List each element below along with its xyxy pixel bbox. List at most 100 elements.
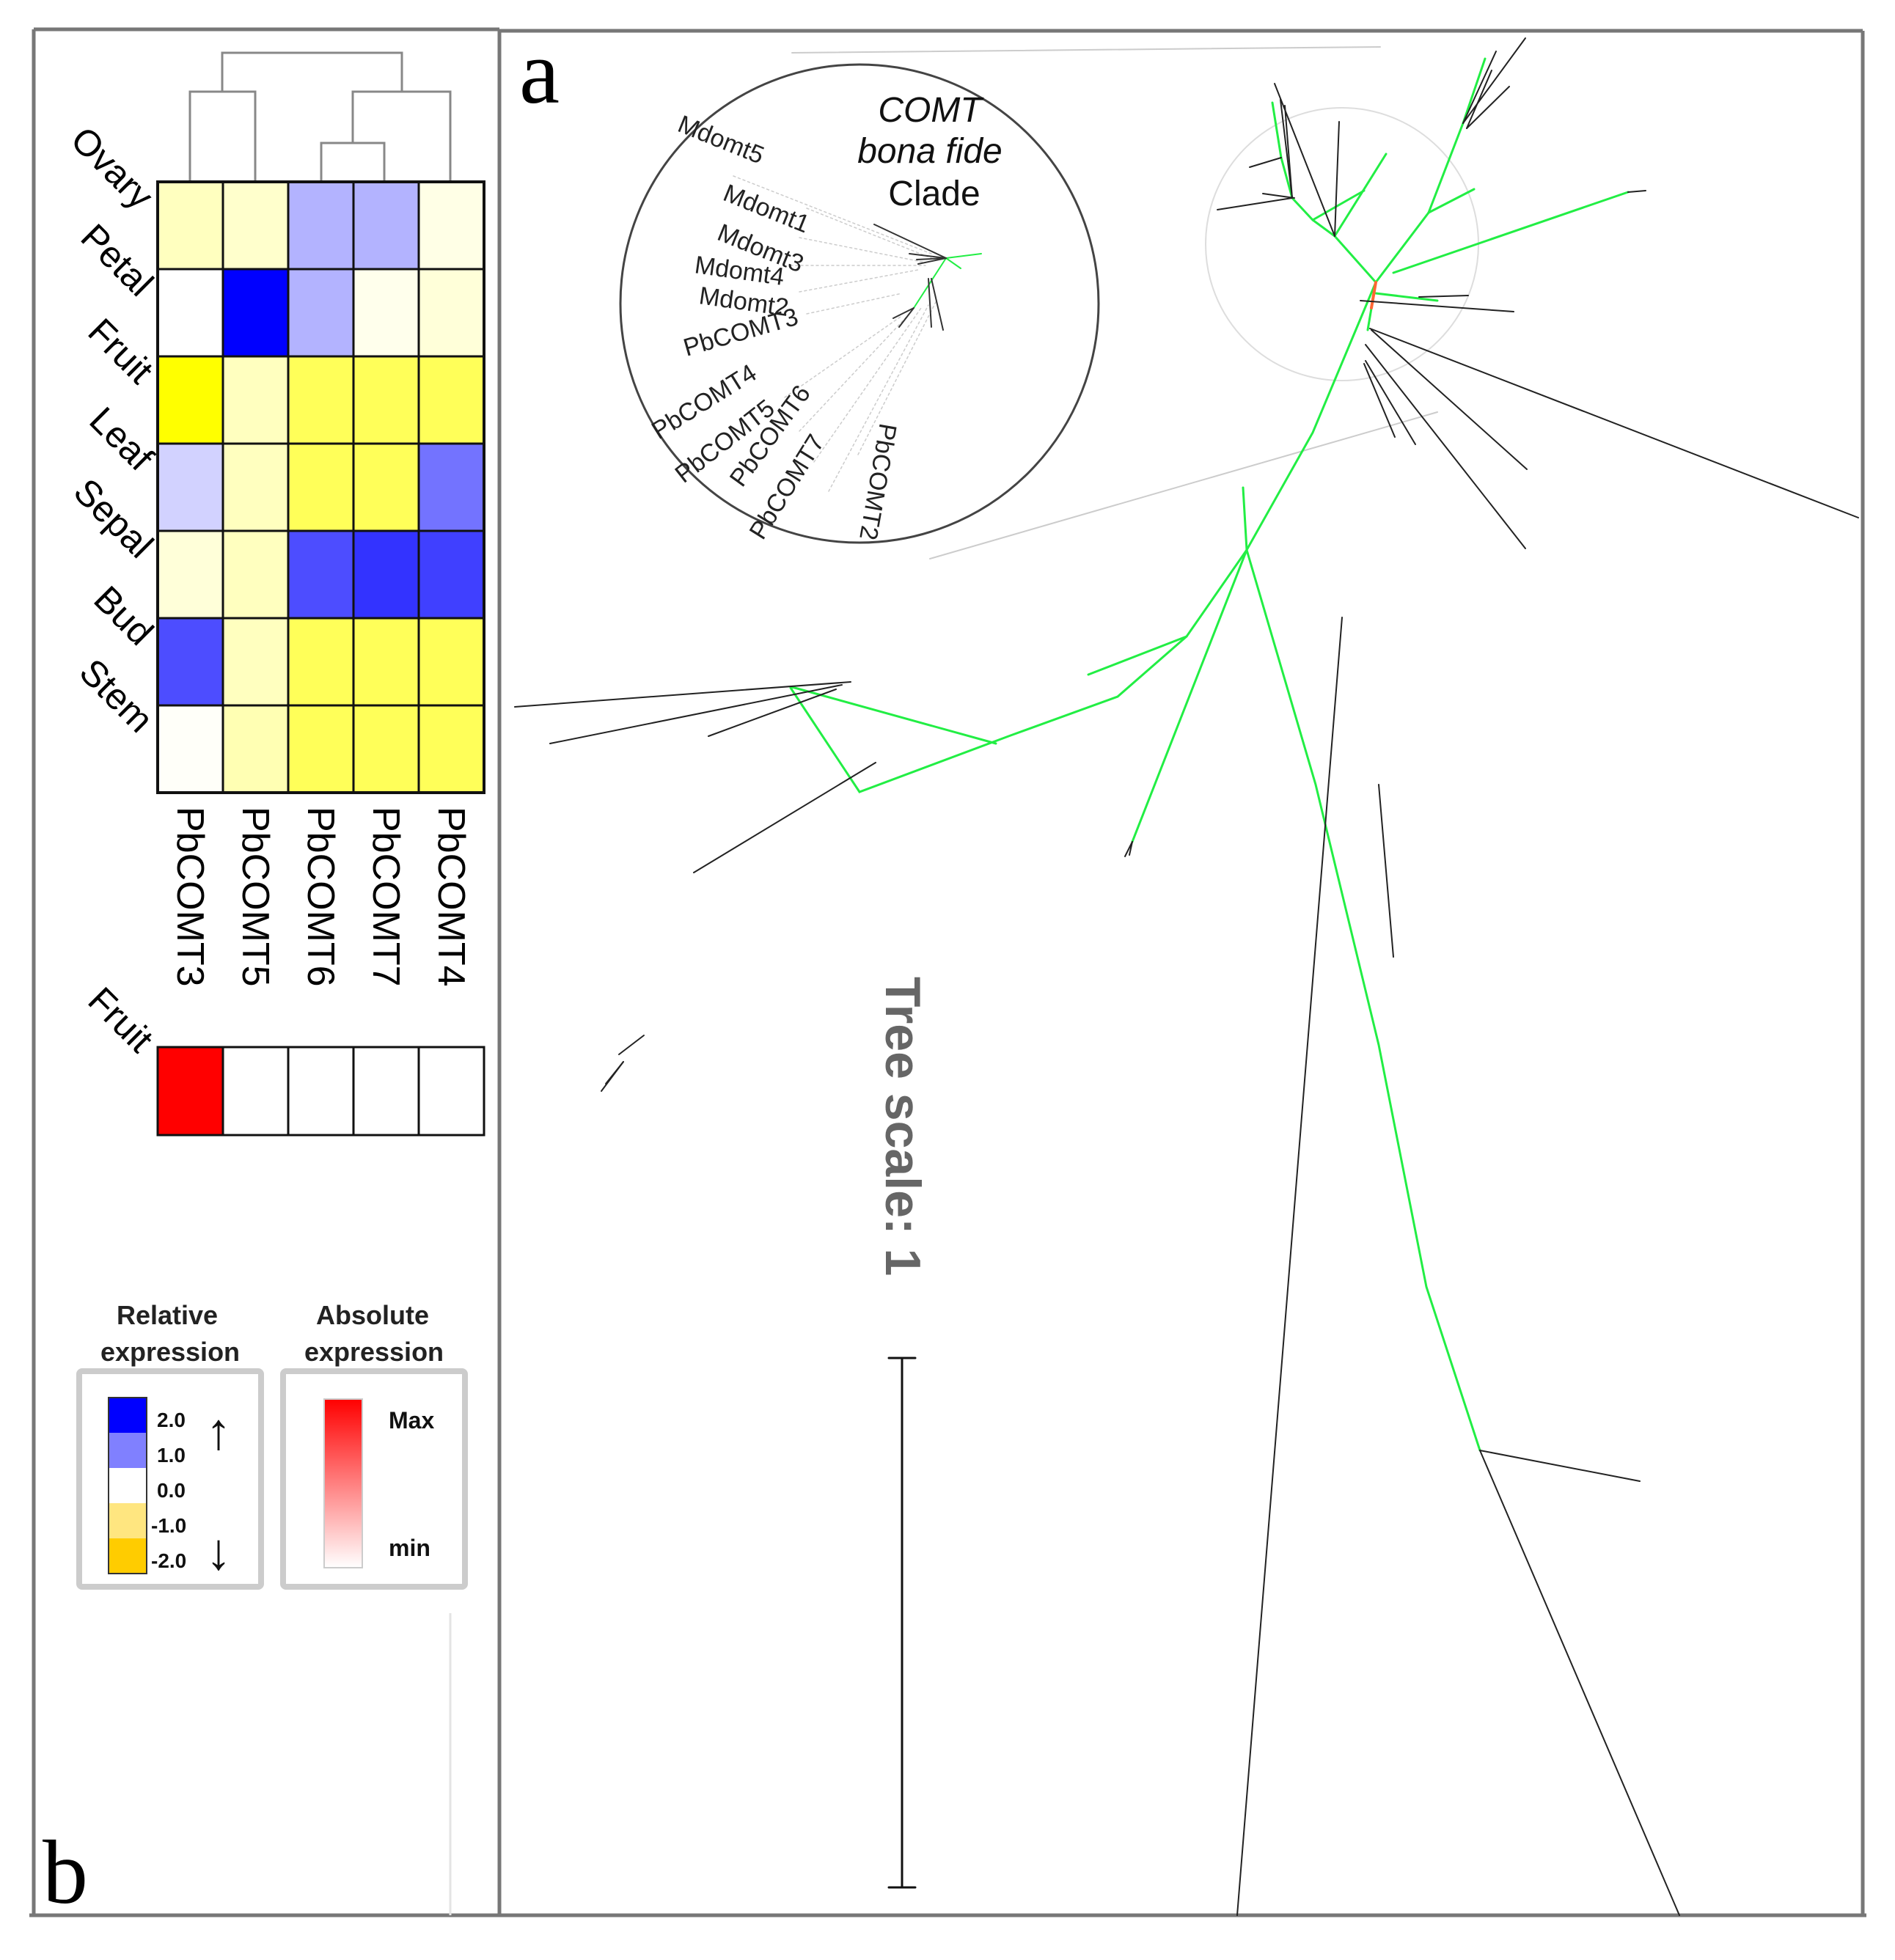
- heatmap-cell-fruit-pbcomt3: [156, 355, 224, 445]
- legend-swatch-neg1: [109, 1503, 147, 1538]
- row-label-sepal: Sepal: [66, 471, 161, 566]
- heatmap-cell-stem-pbcomt5: [221, 704, 290, 794]
- column-label-pbcomt5: PbCOMT5: [234, 807, 276, 987]
- row-label-ovary: Ovary: [63, 119, 161, 217]
- heatmap-cell-bud-pbcomt7: [352, 617, 420, 707]
- arrow-down-icon: ↓: [206, 1523, 232, 1580]
- heatmap-cell-ovary-pbcomt7: [352, 180, 420, 271]
- heatmap-cell-petal-pbcomt4: [417, 268, 485, 358]
- clade-title-bona-fide: bona fide: [857, 132, 1003, 171]
- heatmap-cell-ovary-pbcomt6: [287, 180, 355, 271]
- absolute-cell-pbcomt4: [417, 1046, 485, 1137]
- row-label-leaf: Leaf: [81, 399, 161, 478]
- tree-scale-label: Tree scale: 1: [875, 977, 931, 1276]
- heatmap-cell-sepal-pbcomt5: [221, 529, 290, 620]
- clade-title-comt: COMT: [878, 91, 984, 130]
- heatmap-cell-sepal-pbcomt3: [156, 529, 224, 620]
- phylogenetic-tree: COMT bona fide Clade Mdomt5Mdomt1Mdomt3M…: [514, 37, 1859, 1916]
- heatmap-cell-leaf-pbcomt7: [352, 442, 420, 532]
- heatmap-cell-sepal-pbcomt6: [287, 529, 355, 620]
- legend-absolute-box: [280, 1368, 468, 1590]
- legend-swatch-neg2: [109, 1538, 147, 1574]
- zoom-guides: [791, 46, 1479, 559]
- heatmap-cell-petal-pbcomt6: [287, 268, 355, 358]
- dendro-branch-col6-col7: [320, 142, 386, 183]
- heatmap-cell-ovary-pbcomt5: [221, 180, 290, 271]
- heatmap-outline: [156, 180, 485, 794]
- heatmap-cell-ovary-pbcomt4: [417, 180, 485, 271]
- outgroup-branches: [514, 37, 1859, 1916]
- legend-swatch-2: [109, 1398, 147, 1433]
- absolute-cell-pbcomt6: [287, 1046, 355, 1137]
- heatmap-cell-bud-pbcomt3: [156, 617, 224, 707]
- heatmap-cell-bud-pbcomt4: [417, 617, 485, 707]
- heatmap-cell-leaf-pbcomt3: [156, 442, 224, 532]
- heatmap-cell-stem-pbcomt6: [287, 704, 355, 794]
- legend-min-label: min: [389, 1535, 430, 1561]
- heatmap-cell-sepal-pbcomt7: [352, 529, 420, 620]
- legend-absolute-title-2: expression: [304, 1337, 444, 1367]
- heatmap-cell-bud-pbcomt5: [221, 617, 290, 707]
- inset-dark-branches: [873, 224, 947, 331]
- heatmap-cell-leaf-pbcomt4: [417, 442, 485, 532]
- clade-inset-circle: [619, 63, 1100, 544]
- row-label-petal: Petal: [73, 216, 161, 304]
- heatmap-cell-petal-pbcomt7: [352, 268, 420, 358]
- heatmap-cell-sepal-pbcomt4: [417, 529, 485, 620]
- dendro-branch-col6-7-col4: [351, 90, 452, 183]
- panel-label-a: a: [519, 22, 560, 122]
- column-label-pbcomt6: PbCOMT6: [299, 807, 342, 987]
- legend-tick-2: 2.0: [157, 1409, 186, 1431]
- legend-swatch-1: [109, 1433, 147, 1468]
- heatmap-cell-fruit-pbcomt7: [352, 355, 420, 445]
- abs-row-label: Fruit: [81, 979, 161, 1060]
- inset-leader-lines: [733, 175, 936, 492]
- heatmap-cell-leaf-pbcomt5: [221, 442, 290, 532]
- heatmap-cell-stem-pbcomt4: [417, 704, 485, 794]
- heatmap-cell-petal-pbcomt5: [221, 268, 290, 358]
- panel-frames: [29, 27, 1866, 1917]
- row-label-fruit: Fruit: [81, 310, 161, 391]
- heatmap-cell-bud-pbcomt6: [287, 617, 355, 707]
- row-label-bud: Bud: [86, 578, 161, 653]
- column-label-pbcomt7: PbCOMT7: [364, 807, 407, 987]
- clade-title-clade: Clade: [888, 175, 980, 213]
- row-label-stem: Stem: [72, 651, 161, 741]
- heatmap-cells: [156, 180, 485, 794]
- legend-absolute-title-1: Absolute: [316, 1300, 429, 1330]
- legend-relative: Relative expression 2.0 1.0 0.0 -1.0 -2.…: [76, 1300, 264, 1590]
- clade-branches: [789, 57, 1630, 1452]
- legend-tick-neg1: -1.0: [151, 1514, 186, 1537]
- heatmap-cell-petal-pbcomt3: [156, 268, 224, 358]
- absolute-cell-pbcomt3: [156, 1046, 224, 1137]
- legend-swatch-outline: [108, 1397, 147, 1574]
- legend-absolute: Absolute expression Max min: [280, 1300, 468, 1590]
- column-label-pbcomt4: PbCOMT4: [430, 807, 472, 987]
- heatmap-cell-stem-pbcomt7: [352, 704, 420, 794]
- heatmap-cell-ovary-pbcomt3: [156, 180, 224, 271]
- clade-inset: COMT bona fide Clade Mdomt5Mdomt1Mdomt3M…: [619, 63, 1100, 544]
- heatmap-cell-leaf-pbcomt6: [287, 442, 355, 532]
- absolute-cell-pbcomt7: [352, 1046, 420, 1137]
- heatmap-cell-fruit-pbcomt5: [221, 355, 290, 445]
- heatmap-cell-fruit-pbcomt6: [287, 355, 355, 445]
- legend-tick-0: 0.0: [157, 1479, 186, 1502]
- dendro-branch-col3-col5: [188, 90, 257, 183]
- heatmap-cell-stem-pbcomt3: [156, 704, 224, 794]
- legend-tick-neg2: -2.0: [151, 1549, 186, 1572]
- legend-absolute-gradient: [323, 1398, 363, 1568]
- legend-relative-title-2: expression: [100, 1337, 240, 1367]
- tree-scale: Tree scale: 1: [875, 977, 931, 1889]
- column-label-pbcomt3: PbCOMT3: [169, 807, 211, 987]
- inset-green-branches: [913, 253, 982, 309]
- heatmap-column-labels: PbCOMT3 PbCOMT5 PbCOMT6 PbCOMT7 PbCOMT4: [169, 807, 472, 987]
- legend-swatch-0: [109, 1468, 147, 1503]
- legend-max-label: Max: [389, 1407, 434, 1434]
- legend-relative-title-1: Relative: [117, 1300, 218, 1330]
- absolute-cell-pbcomt5: [221, 1046, 290, 1137]
- legend-tick-1: 1.0: [157, 1444, 186, 1467]
- heatmap-dendrogram: [188, 51, 452, 183]
- panel-label-b: b: [43, 1822, 88, 1923]
